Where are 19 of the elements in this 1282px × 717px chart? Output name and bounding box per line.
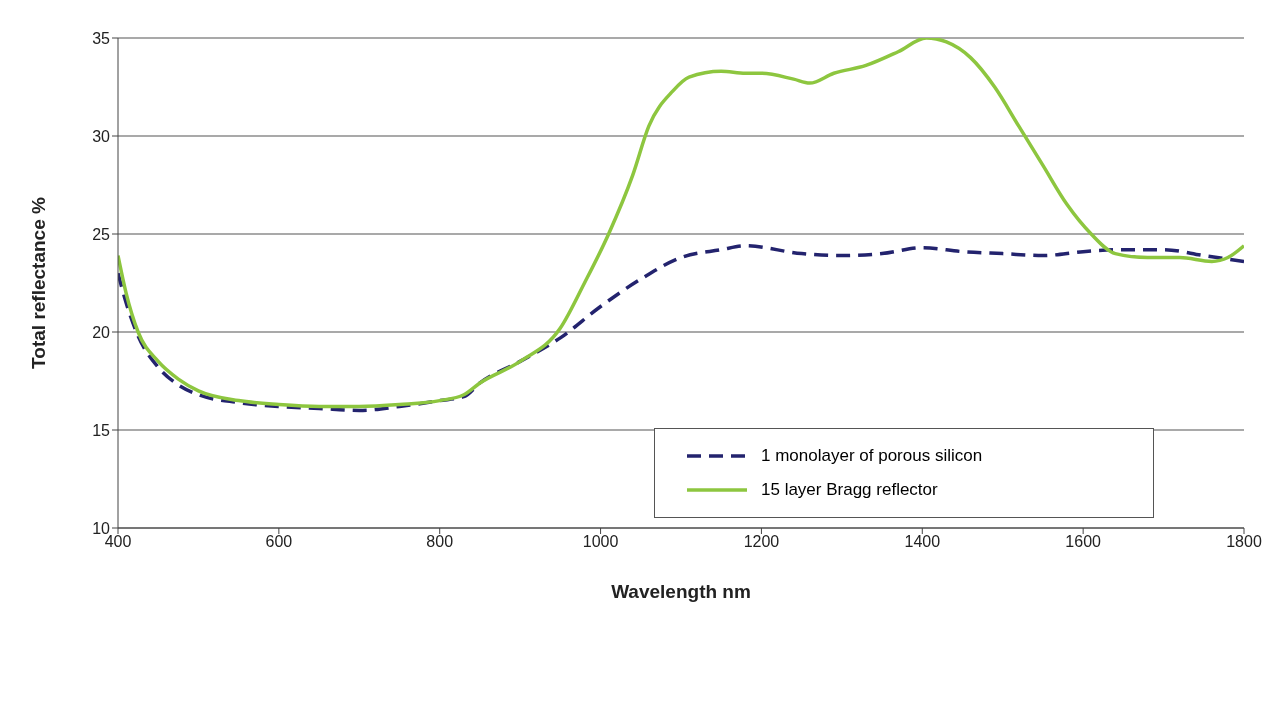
y-tick-label: 15	[92, 421, 111, 439]
line-series	[118, 38, 1244, 409]
line-series	[118, 244, 1244, 413]
y-tick-label: 35	[92, 29, 111, 47]
x-tick-label: 800	[426, 533, 454, 551]
legend-label: 1 monolayer of porous silicon	[761, 446, 983, 466]
y-tick-label: 20	[92, 323, 111, 341]
x-tick-label: 1800	[1226, 533, 1262, 551]
y-axis-title: Total reflectance %	[27, 197, 49, 369]
y-tick-label: 30	[92, 127, 111, 145]
x-tick-label: 1000	[582, 533, 619, 551]
x-tick-label: 1400	[904, 533, 941, 551]
legend-label: 15 layer Bragg reflector	[761, 480, 938, 500]
y-tick-label: 25	[92, 225, 111, 243]
x-tick-label: 1600	[1065, 533, 1102, 551]
x-axis-title: Wavelength nm	[611, 581, 751, 602]
x-tick-label: 600	[265, 533, 293, 551]
x-tick-label: 1200	[743, 533, 780, 551]
x-tick-label: 400	[104, 533, 132, 551]
